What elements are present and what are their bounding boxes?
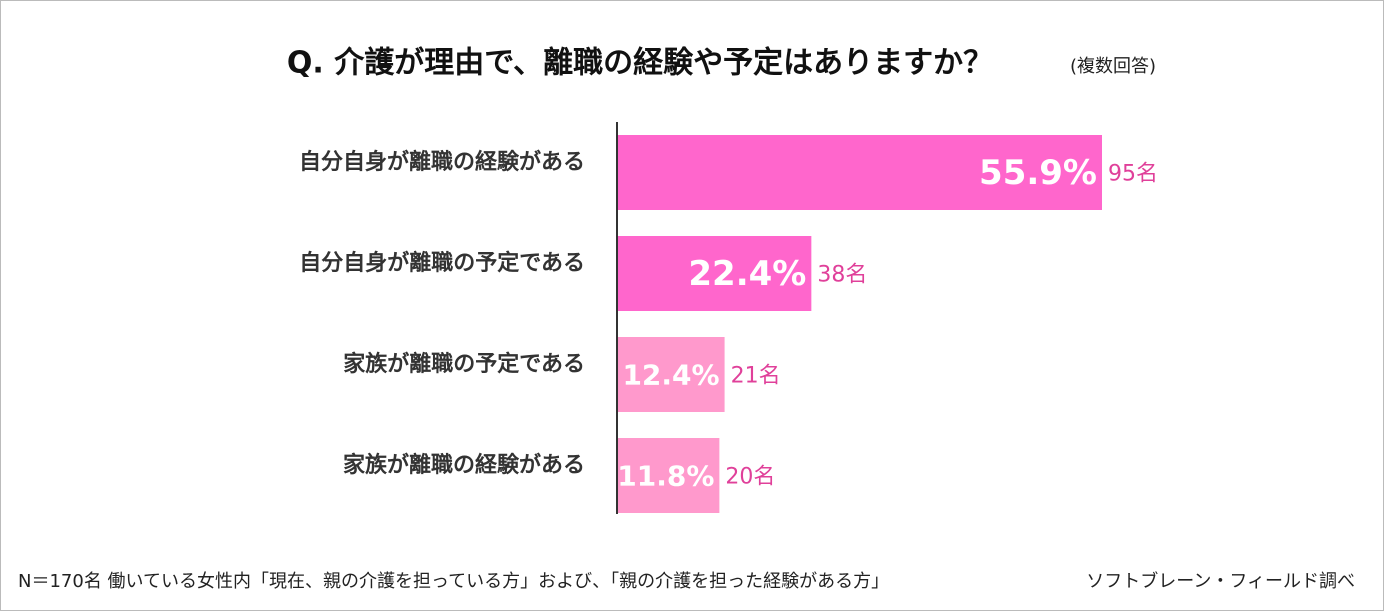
bar (617, 236, 812, 311)
category-label: 家族が離職の経験がある (343, 452, 585, 478)
category-label: 自分自身が離職の経験がある (299, 149, 585, 175)
count-label: 38名 (817, 263, 867, 288)
category-label: 家族が離職の予定である (343, 351, 585, 377)
source: ソフトブレーン・フィールド調べ (1086, 570, 1355, 592)
bar (617, 135, 1102, 210)
count-label: 21名 (731, 364, 781, 389)
category-label: 自分自身が離職の予定である (299, 250, 585, 276)
value-label: 11.8% (617, 460, 714, 493)
value-label: 12.4% (622, 359, 719, 392)
value-label: 22.4% (688, 254, 806, 294)
bar (617, 438, 720, 513)
bar (617, 337, 725, 412)
count-label: 20名 (725, 465, 775, 490)
chart-subtitle: (複数回答) (1070, 56, 1156, 77)
chart-title: Q. 介護が理由で、離職の経験や予定はありますか？ (287, 46, 993, 81)
value-label: 55.9% (979, 153, 1097, 193)
count-label: 95名 (1108, 162, 1158, 187)
note: N＝170名 働いている女性内「現在、親の介護を担っている方」および、「親の介護… (18, 571, 889, 592)
